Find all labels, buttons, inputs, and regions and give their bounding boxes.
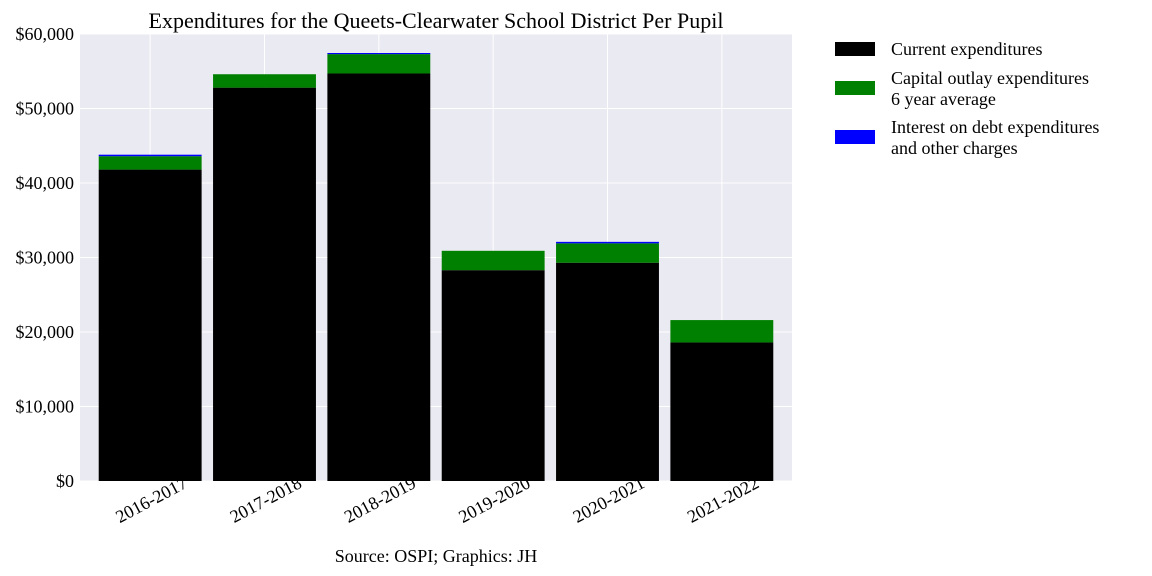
bar-segment-series-0 [327,73,431,482]
bar-segment-series-0 [556,262,659,481]
y-tick-label: $30,000 [16,248,75,268]
y-tick-label: $50,000 [16,99,75,119]
y-tick-labels: $0 $10,000 $20,000 $30,000 $40,000 $50,000 $60… [16,24,75,491]
legend-swatch [835,130,875,144]
legend-label: Current expenditures [891,39,1042,59]
legend-label: Interest on debt expenditures [891,117,1099,137]
y-tick-label: $10,000 [16,397,75,417]
legend-swatch [835,42,875,56]
bar-segment-series-2 [327,52,431,55]
bar-segment-series-0 [98,169,202,481]
bar-segment-series-1 [556,243,659,263]
bar-segment-series-1 [98,156,202,170]
bar-segment-series-1 [670,320,774,343]
bar-segment-series-1 [441,250,545,271]
bar-segment-series-0 [213,87,316,481]
y-tick-label: $20,000 [16,322,75,342]
legend-swatch [835,81,875,95]
bar-segment-series-0 [441,270,545,481]
y-tick-label: $60,000 [16,24,75,44]
bars [98,52,774,482]
bar-segment-series-1 [213,74,316,88]
bar-segment-series-0 [670,342,774,481]
y-tick-label: $40,000 [16,173,75,193]
legend-label: Capital outlay expenditures [891,68,1089,88]
y-tick-label: $0 [56,471,74,491]
bar-segment-series-2 [556,241,659,244]
legend: Current expenditures Capital outlay expen… [835,39,1099,158]
legend-label: and other charges [891,138,1018,158]
bar-segment-series-2 [98,154,202,157]
legend-label: 6 year average [891,89,996,109]
chart-title: Expenditures for the Queets-Clearwater S… [149,8,724,33]
source-note: Source: OSPI; Graphics: JH [335,546,537,566]
bar-segment-series-1 [327,54,431,74]
